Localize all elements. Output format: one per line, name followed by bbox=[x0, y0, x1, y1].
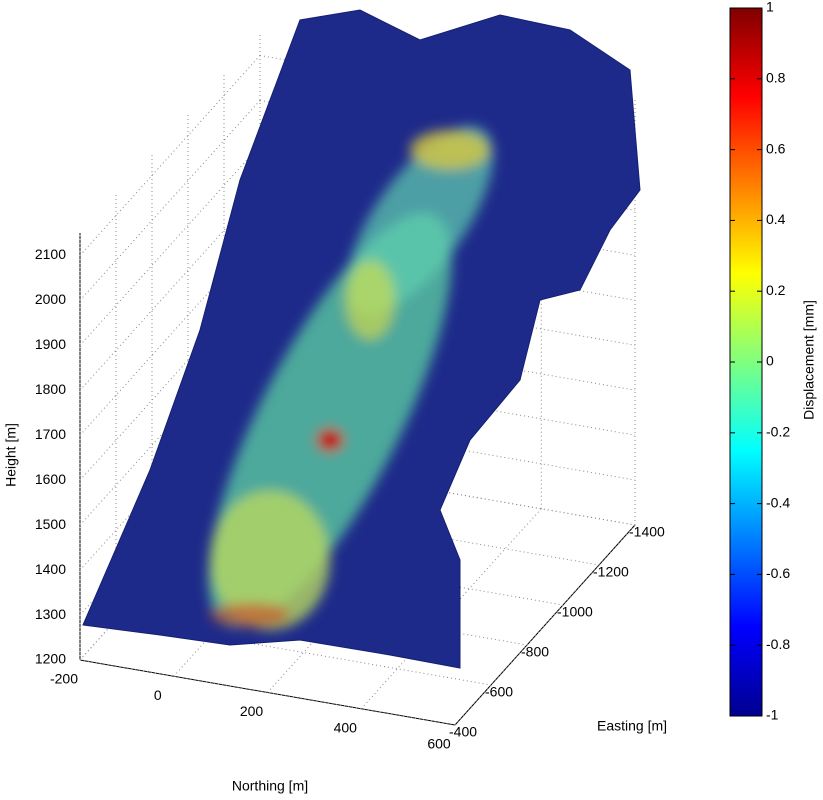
colorbar-tick-label: -0.4 bbox=[766, 494, 790, 510]
x-tick-label: -200 bbox=[50, 671, 78, 687]
colorbar-tick-label: 0.6 bbox=[766, 140, 786, 156]
y-tick-label: -800 bbox=[521, 644, 549, 660]
grid-line bbox=[79, 100, 261, 301]
z-tick-label: 1800 bbox=[35, 381, 66, 397]
z-tick-label: 1600 bbox=[35, 471, 66, 487]
x-axis-label: Northing [m] bbox=[232, 778, 308, 794]
grid-line bbox=[360, 508, 542, 710]
colorbar-tick-label: -0.6 bbox=[766, 565, 790, 581]
colorbar-tick-label: 0.4 bbox=[766, 211, 786, 227]
colorbar-tick-label: 0 bbox=[766, 353, 774, 369]
colorbar-ticks: -1 -0.8 -0.6 -0.4 -0.2 0 0.2 0.4 0.6 0.8 1 bbox=[730, 0, 790, 723]
colorbar-tick-label: 0.8 bbox=[766, 70, 786, 86]
y-tick-label: -1200 bbox=[593, 564, 629, 580]
grid-line bbox=[454, 524, 636, 726]
colorbar-tick-label: -0.8 bbox=[766, 636, 790, 652]
colorbar-tick-label: 0.2 bbox=[766, 282, 786, 298]
colorbar-tick-label: -0.2 bbox=[766, 424, 790, 440]
y-tick-label: -1400 bbox=[629, 524, 665, 540]
x-tick-label: 400 bbox=[334, 719, 358, 735]
z-tick-label: 1200 bbox=[35, 651, 66, 667]
grid-line bbox=[79, 55, 261, 256]
z-tick-label: 1400 bbox=[35, 561, 66, 577]
x-tick-label: 0 bbox=[154, 687, 162, 703]
y-axis-label: Easting [m] bbox=[597, 718, 667, 734]
z-tick-label: 1500 bbox=[35, 516, 66, 532]
surface bbox=[82, 9, 641, 669]
z-tick-label: 2100 bbox=[35, 246, 66, 262]
z-tick-label: 1900 bbox=[35, 336, 66, 352]
y-tick-label: -1000 bbox=[557, 604, 593, 620]
colorbar-tick-label: -1 bbox=[766, 707, 779, 723]
grid-line bbox=[79, 145, 261, 346]
x-tick-label: 200 bbox=[240, 703, 264, 719]
z-axis-label: Height [m] bbox=[3, 423, 19, 487]
displacement-pattern bbox=[208, 126, 494, 630]
z-tick-label: 2000 bbox=[35, 291, 66, 307]
x-tick-label: 600 bbox=[427, 736, 451, 752]
y-tick-label: -600 bbox=[485, 684, 513, 700]
z-tick-label: 1300 bbox=[35, 606, 66, 622]
y-tick-label: -400 bbox=[449, 724, 477, 740]
colorbar-tick-label: 1 bbox=[766, 0, 774, 15]
z-tick-label: 1700 bbox=[35, 426, 66, 442]
colorbar-label: Displacement [mm] bbox=[801, 300, 817, 420]
